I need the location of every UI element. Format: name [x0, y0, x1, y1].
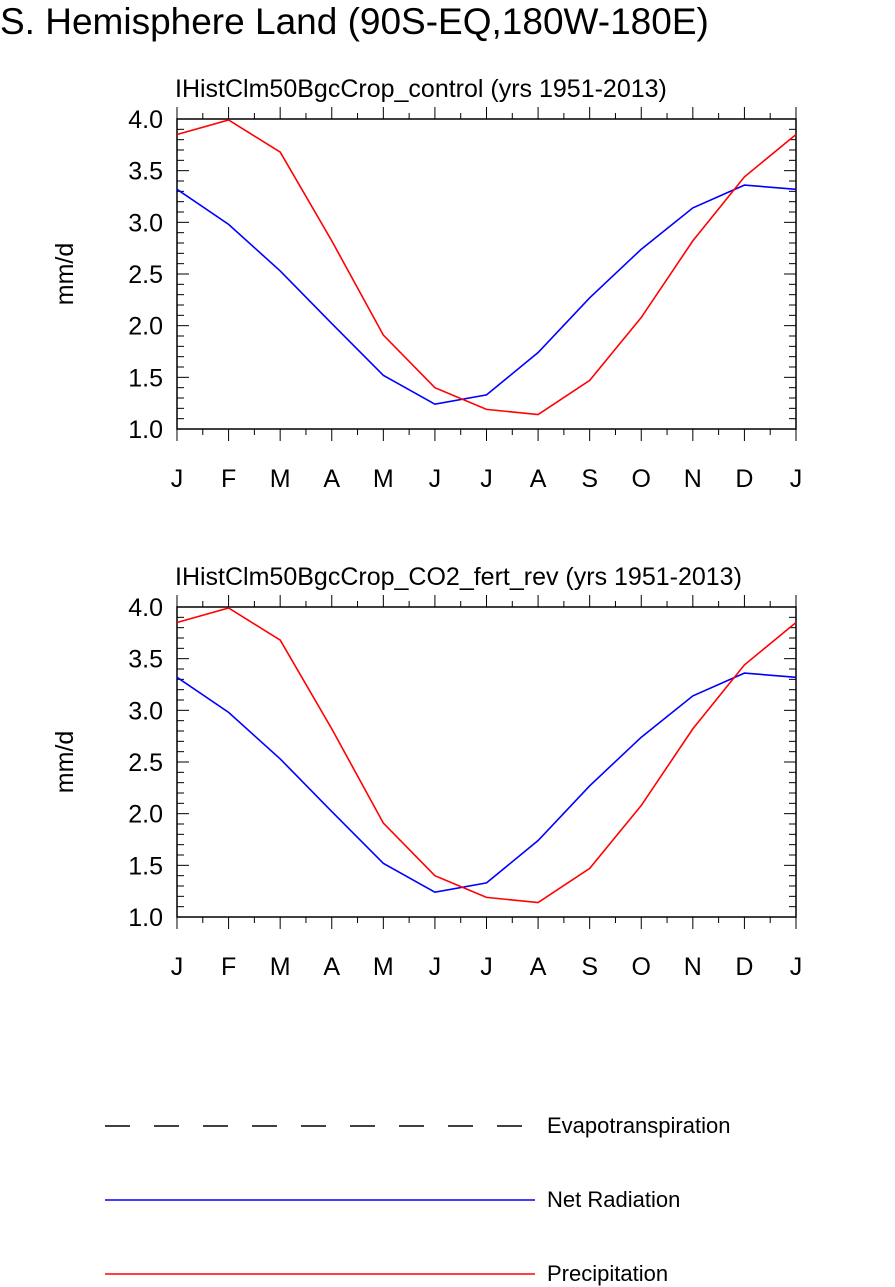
plot-frame	[176, 118, 797, 430]
x-tick-label: J	[480, 953, 493, 981]
y-tick-label: 2.5	[128, 749, 163, 777]
y-axis-label: mm/d	[51, 731, 79, 794]
x-tick-label: J	[429, 953, 442, 981]
x-tick-label: M	[373, 953, 394, 981]
y-axis-label: mm/d	[51, 243, 79, 306]
x-tick-label: J	[790, 953, 803, 981]
x-tick-label: A	[323, 465, 340, 493]
y-tick-label: 4.0	[128, 594, 163, 622]
x-tick-label: D	[735, 465, 753, 493]
main-title: S. Hemisphere Land (90S-EQ,180W-180E)	[0, 1, 709, 42]
x-tick-label: M	[270, 465, 291, 493]
x-tick-label: N	[684, 465, 702, 493]
x-tick-label: O	[632, 953, 651, 981]
chart-panel-1: IHistClm50BgcCrop_control (yrs 1951-2013…	[51, 75, 802, 493]
x-tick-label: J	[480, 465, 493, 493]
x-tick-label: J	[171, 953, 184, 981]
legend-label: Precipitation	[547, 1261, 668, 1286]
x-tick-label: J	[790, 465, 803, 493]
x-tick-label: S	[581, 465, 598, 493]
x-tick-label: N	[684, 953, 702, 981]
x-tick-label: A	[530, 465, 547, 493]
y-tick-label: 1.5	[128, 852, 163, 880]
panel-title: IHistClm50BgcCrop_CO2_fert_rev (yrs 1951…	[175, 563, 742, 591]
x-tick-label: J	[171, 465, 184, 493]
y-tick-label: 2.0	[128, 313, 163, 341]
x-tick-label: A	[323, 953, 340, 981]
y-tick-label: 3.0	[128, 697, 163, 725]
y-tick-label: 4.0	[128, 106, 163, 134]
x-tick-label: A	[530, 953, 547, 981]
y-tick-label: 3.5	[128, 158, 163, 186]
y-tick-label: 2.0	[128, 801, 163, 829]
y-tick-label: 1.5	[128, 364, 163, 392]
series-line-precipitation	[176, 607, 797, 904]
x-tick-label: F	[221, 953, 236, 981]
x-tick-label: D	[735, 953, 753, 981]
legend-label: Evapotranspiration	[547, 1113, 730, 1138]
legend-label: Net Radiation	[547, 1187, 680, 1212]
legend: Evapotranspiration Net Radiation Precipita…	[105, 1113, 730, 1286]
y-tick-label: 1.0	[128, 416, 163, 444]
series-line-net-radiation	[176, 672, 797, 894]
panel-title: IHistClm50BgcCrop_control (yrs 1951-2013…	[175, 75, 667, 103]
x-tick-label: F	[221, 465, 236, 493]
x-tick-label: M	[373, 465, 394, 493]
chart-panel-2: IHistClm50BgcCrop_CO2_fert_rev (yrs 1951…	[51, 563, 802, 981]
series-line-net-radiation	[176, 184, 797, 406]
x-tick-label: S	[581, 953, 598, 981]
series-line-precipitation	[176, 119, 797, 416]
y-tick-label: 3.0	[128, 209, 163, 237]
plot-frame	[176, 606, 797, 918]
y-tick-label: 3.5	[128, 646, 163, 674]
x-tick-label: M	[270, 953, 291, 981]
y-tick-label: 1.0	[128, 904, 163, 932]
y-tick-label: 2.5	[128, 261, 163, 289]
x-tick-label: J	[429, 465, 442, 493]
x-tick-label: O	[632, 465, 651, 493]
